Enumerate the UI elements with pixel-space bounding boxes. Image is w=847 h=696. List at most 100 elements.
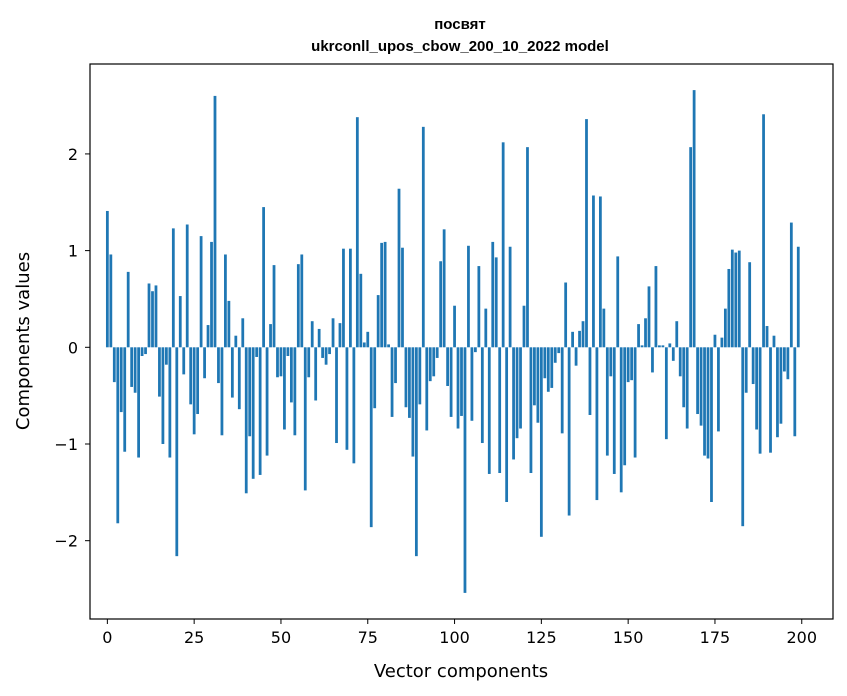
bar [494,257,498,348]
bar [637,324,640,348]
x-axis-label: Vector components [374,661,548,682]
bar [349,248,352,348]
bar [397,188,401,348]
bar [793,347,797,437]
bar [505,347,509,502]
bar [699,347,703,426]
bar [595,347,599,501]
bar [144,347,147,355]
x-tick-label: 50 [271,628,291,647]
bar [762,114,765,348]
bar [539,347,543,537]
y-axis-label: Components values [13,252,34,430]
bar [439,261,443,348]
bar [296,264,300,348]
bar [112,347,116,383]
bar [227,300,231,348]
y-tick-label: 2 [68,145,78,164]
bar [776,347,779,438]
bar [164,347,168,365]
bar [546,347,550,392]
bar [289,347,293,403]
bar [630,347,634,381]
bar [616,256,620,348]
bar [654,266,658,348]
bar [727,268,731,348]
bar [418,347,422,405]
bar [244,347,248,494]
bar [640,345,644,348]
x-tick-label: 100 [439,628,470,647]
bar [508,246,512,348]
bar [230,347,234,398]
x-tick-label: 75 [358,628,378,647]
bar [401,247,404,348]
y-tick-label: −1 [54,435,78,454]
bar [515,347,519,439]
x-tick-label: 150 [613,628,644,647]
bar [661,345,665,348]
bar [307,347,311,378]
bar [789,222,793,348]
bar [689,147,693,348]
bar [564,282,568,348]
x-tick-label: 200 [786,628,817,647]
bar [783,347,786,372]
bar [411,347,415,457]
bar [626,347,630,383]
bar [342,248,345,348]
bar [730,249,734,348]
bar [310,321,314,348]
bar [710,347,713,502]
bar [258,347,262,475]
bar [303,347,307,491]
bar [560,347,564,434]
chart-title-line-1: посвят [434,16,486,33]
bar [480,347,484,444]
bar [203,347,206,379]
bar [585,119,588,348]
bar [609,347,613,377]
bar [720,337,724,348]
bar [283,347,286,430]
bar [269,324,272,348]
bar [428,347,432,382]
bar [550,347,554,388]
plot-frame [89,63,834,620]
bar [300,254,304,348]
bar [137,347,140,458]
bar [758,347,762,454]
bar [383,241,387,348]
bar [446,347,449,386]
bar [529,347,533,473]
bar [123,347,127,452]
bar [210,241,213,348]
bar-series [105,90,800,593]
bar [109,254,113,348]
bar [692,90,696,348]
bar [470,347,474,421]
bar [717,347,720,432]
bar [251,347,255,479]
bar [671,347,675,361]
bar [487,347,491,474]
bar [453,305,456,348]
bar [206,325,210,348]
bar [796,246,800,348]
bar [491,241,495,348]
bar [748,262,752,348]
bar [241,318,245,348]
bar [619,347,623,493]
bar [105,210,109,348]
bar [171,228,175,348]
bar [477,266,481,348]
bar [522,305,526,348]
x-tick-label: 175 [700,628,731,647]
bar [567,347,571,516]
bar [512,347,515,460]
bar [272,265,276,348]
bar [463,347,467,593]
bar [158,347,161,397]
bar [328,347,331,355]
